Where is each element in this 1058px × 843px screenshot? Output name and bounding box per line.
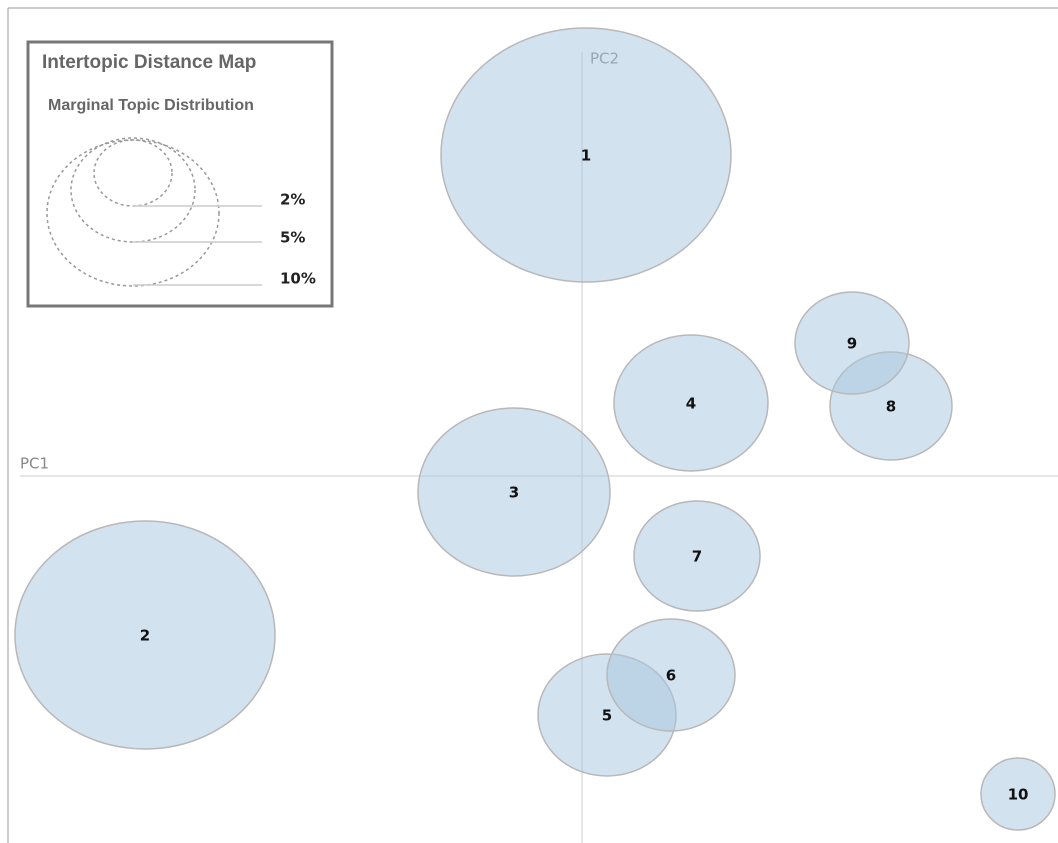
topic-bubble: [417, 407, 611, 577]
legend-box: [26, 40, 334, 308]
topic-label: 8: [886, 398, 896, 416]
topic-bubble: [440, 27, 732, 283]
legend-circle-medium: [70, 137, 196, 243]
topic-bubble: [613, 334, 769, 472]
legend-title: Intertopic Distance Map: [42, 52, 256, 73]
topic-label: 9: [847, 335, 857, 353]
legend: Intertopic Distance Map Marginal Topic D…: [26, 40, 334, 308]
topic-bubble: [14, 520, 276, 750]
topic-bubble: [633, 500, 761, 612]
topic-label: 6: [666, 667, 676, 685]
topic-label: 1: [581, 147, 591, 165]
legend-label: 5%: [280, 229, 305, 247]
topic-label: 5: [602, 707, 612, 725]
pc1-label: PC1: [20, 455, 49, 473]
topic-bubble: [606, 618, 736, 732]
topic-label: 3: [509, 484, 519, 502]
legend-subtitle: Marginal Topic Distribution: [48, 97, 254, 114]
topic-label: 4: [686, 395, 696, 413]
topics: 1 2 3 4 5 6 7 8 9 10: [14, 27, 1056, 831]
topic-bubble: [794, 291, 910, 395]
legend-label: 2%: [280, 191, 305, 209]
topic-label: 2: [140, 627, 150, 645]
topic-label: 7: [692, 548, 702, 566]
topic-bubble: [980, 757, 1056, 831]
legend-label: 10%: [280, 270, 316, 288]
topic-label: 10: [1008, 786, 1029, 804]
